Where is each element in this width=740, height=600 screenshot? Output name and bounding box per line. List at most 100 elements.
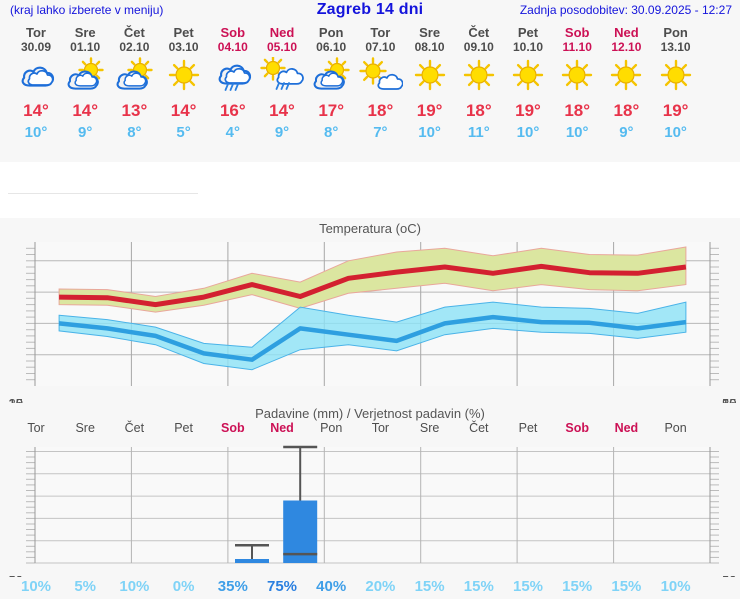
precipitation-day-label: Sob [220, 421, 245, 435]
day-name: Sre [419, 25, 441, 40]
temperature-min: 10° [418, 124, 441, 141]
weather-icon-sunny [551, 57, 603, 97]
precipitation-probability: 0% [172, 578, 195, 595]
temperature-max: 18° [613, 101, 640, 120]
day-column[interactable]: Pon 13.10 19° 10° [650, 22, 702, 143]
day-name: Čet [468, 25, 490, 40]
precipitation-day-label: Tor [371, 421, 390, 435]
day-date: 02.10 [119, 40, 150, 54]
day-column[interactable]: Sre 01.10 14° 9° [59, 22, 111, 143]
weather-icon-sunny [502, 57, 554, 97]
temperature-max: 14° [23, 101, 49, 120]
day-date: 01.10 [70, 40, 101, 54]
weather-icon-sunny [453, 57, 505, 97]
precipitation-day-label: Pon [664, 421, 687, 435]
temperature-max: 19° [662, 101, 689, 120]
precipitation-probability: 10% [660, 578, 691, 595]
weather-icon-partly-sunny [305, 57, 357, 97]
weather-icon-sunny [158, 57, 210, 97]
day-column[interactable]: Pet 03.10 14° 5° [158, 22, 210, 143]
day-date: 11.10 [562, 40, 592, 54]
day-date: 04.10 [217, 40, 248, 54]
temperature-max: 16° [219, 101, 246, 120]
precipitation-day-label: Čet [469, 421, 489, 435]
day-name: Sre [74, 25, 96, 40]
temperature-min: 8° [324, 124, 339, 141]
day-name: Pet [173, 25, 194, 40]
day-date: 13.10 [660, 40, 691, 54]
temperature-min: 7° [373, 124, 388, 141]
weather-icon-rain [207, 57, 259, 97]
temperature-min: 8° [127, 124, 142, 141]
day-column[interactable]: Pet 10.10 19° 10° [502, 22, 554, 143]
precipitation-probability-row: 10% 5% 10% 0% 35% 75% 40% 20% 15% 15% 15% 15% 15% 10% [0, 577, 740, 599]
precipitation-day-label: Čet [124, 421, 145, 435]
day-column[interactable]: Tor 30.09 14° 10° [10, 22, 62, 143]
weather-icon-partly-sunny [108, 57, 160, 97]
day-name: Pon [318, 25, 344, 40]
precipitation-day-label: Sre [75, 421, 95, 435]
divider [8, 193, 198, 194]
temperature-max: 19° [416, 101, 443, 120]
day-name: Tor [370, 25, 391, 40]
precipitation-day-label: Ned [614, 421, 639, 435]
weather-icon-sun-rain [256, 57, 308, 97]
day-column[interactable]: Pon 06.10 17° 8° [305, 22, 357, 143]
temperature-max: 18° [367, 101, 394, 120]
precipitation-day-label: Pet [518, 421, 538, 435]
precipitation-probability: 5% [74, 578, 97, 595]
day-name: Čet [123, 25, 145, 40]
precipitation-day-label: Pon [320, 421, 343, 435]
day-date: 06.10 [316, 40, 347, 54]
day-date: 30.09 [20, 40, 52, 54]
temperature-chart-title: Temperatura (oC) [319, 221, 421, 236]
day-date: 12.10 [611, 40, 642, 54]
day-column[interactable]: Ned 12.10 18° 9° [600, 22, 652, 143]
precipitation-day-labels: Tor Sre Čet Pet Sob Ned Pon Tor Sre Čet Pet Sob Ned P… [0, 421, 740, 441]
day-column[interactable]: Čet 02.10 13° 8° [108, 22, 160, 143]
day-date: 09.10 [463, 40, 494, 54]
day-column[interactable]: Sob 11.10 18° 10° [551, 22, 603, 143]
section-spacer [0, 162, 740, 218]
precipitation-probability: 15% [463, 578, 494, 595]
day-name: Ned [269, 25, 295, 40]
precipitation-probability: 10% [119, 578, 150, 595]
precipitation-day-label: Tor [27, 421, 45, 435]
precipitation-day-label: Ned [270, 421, 294, 435]
temperature-min: 5° [176, 124, 191, 141]
page-title: Zagreb 14 dni [316, 1, 424, 18]
day-name: Tor [26, 25, 46, 40]
weather-icon-cloudy [10, 57, 62, 97]
day-column[interactable]: Ned 05.10 14° 9° [256, 22, 308, 143]
weather-icon-sunny [404, 57, 456, 97]
day-column[interactable]: Sob 04.10 16° 4° [207, 22, 259, 143]
precipitation-plot [26, 445, 719, 564]
location-hint: (kraj lahko izberete v meniju) [10, 3, 164, 17]
precipitation-day-label: Sob [565, 421, 589, 435]
temperature-max: 17° [318, 101, 345, 120]
precipitation-probability: 15% [611, 578, 642, 595]
day-date: 08.10 [414, 40, 445, 54]
day-name: Pon [663, 25, 688, 40]
precipitation-probability: 35% [217, 578, 248, 595]
day-column[interactable]: Tor 07.10 18° 7° [354, 22, 406, 143]
day-column[interactable]: Čet 09.10 18° 11° [453, 22, 505, 143]
precipitation-day-label: Pet [174, 421, 193, 435]
temperature-max: 14° [170, 101, 197, 120]
temperature-max: 19° [515, 101, 541, 120]
precipitation-probability: 15% [562, 578, 593, 595]
weather-icon-sunny [650, 57, 702, 97]
temperature-min: 11° [467, 124, 490, 141]
temperature-max: 13° [121, 101, 148, 120]
precipitation-chart-title: Padavine (mm) / Verjetnost padavin (%) [255, 406, 485, 421]
temperature-min: 9° [619, 124, 634, 141]
precipitation-day-label: Sre [419, 421, 440, 435]
precipitation-probability: 40% [316, 578, 347, 595]
day-column[interactable]: Sre 08.10 19° 10° [404, 22, 456, 143]
precipitation-probability: 15% [512, 578, 544, 595]
temperature-max: 18° [465, 101, 492, 120]
temperature-max: 18° [564, 101, 591, 120]
page-header: (kraj lahko izberete v meniju) Zagreb 14… [0, 0, 740, 22]
day-name: Sob [220, 25, 246, 40]
